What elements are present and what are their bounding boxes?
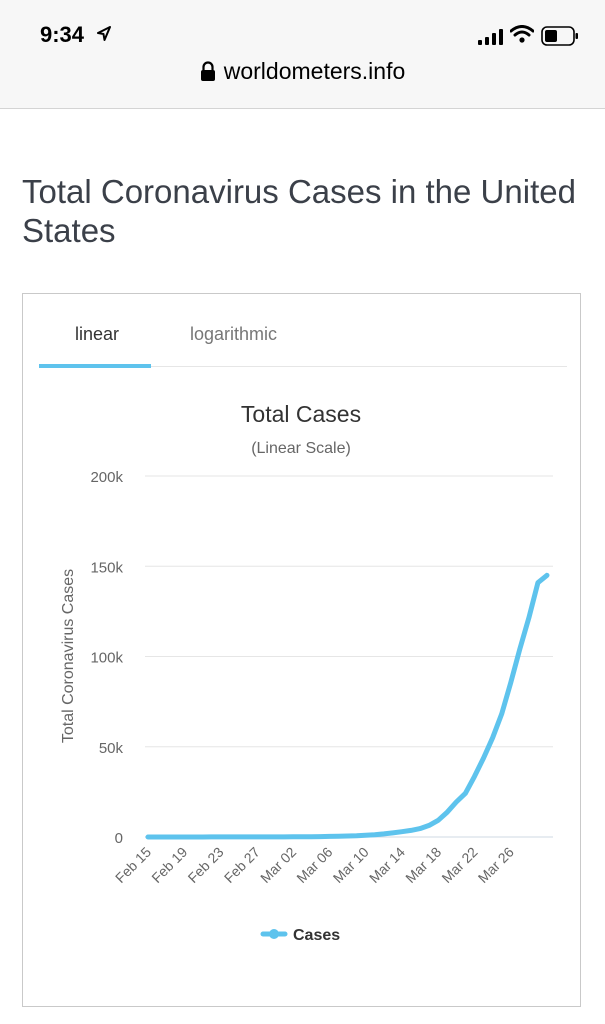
series-line-cases: [145, 572, 550, 840]
y-tick-label: 200k: [90, 469, 123, 486]
x-tick-label: Mar 02: [257, 844, 299, 886]
y-axis-ticks: 0 50k 100k 150k 200k: [90, 469, 123, 847]
chart-title: Total Cases: [241, 401, 361, 427]
y-axis-label: Total Coronavirus Cases: [60, 569, 77, 743]
y-tick-label: 50k: [99, 740, 124, 757]
x-tick-label: Mar 26: [475, 844, 517, 886]
legend-marker: [269, 929, 279, 939]
x-tick-label: Mar 06: [293, 844, 335, 886]
x-tick-label: Feb 19: [148, 844, 190, 886]
x-tick-label: Feb 15: [112, 844, 154, 886]
battery-icon: [541, 26, 578, 46]
status-time: 9:34: [40, 22, 85, 47]
legend-label: Cases: [293, 927, 340, 944]
x-tick-label: Mar 18: [402, 844, 444, 886]
wifi-icon: [510, 25, 534, 43]
grid-lines: [145, 475, 553, 838]
tab-logarithmic[interactable]: logarithmic: [190, 324, 278, 344]
chart-card: linear logarithmic Total Cases (Linear S…: [22, 293, 581, 1007]
y-tick-label: 100k: [90, 650, 123, 667]
tab-linear[interactable]: linear: [75, 324, 120, 344]
location-arrow-icon: [97, 26, 111, 41]
signal-icon: [478, 29, 503, 45]
y-tick-label: 0: [115, 830, 123, 847]
x-tick-label: Mar 14: [366, 844, 408, 886]
x-tick-label: Mar 22: [438, 844, 480, 886]
active-tab-indicator: [39, 364, 151, 368]
cases-chart: Total Cases (Linear Scale) 0 50k 100k 150k 2…: [60, 401, 553, 944]
series-cases: [145, 572, 550, 840]
address-bar[interactable]: worldometers.info: [0, 58, 605, 85]
page-title: Total Coronavirus Cases in the United St…: [22, 173, 576, 249]
lock-icon: [200, 61, 215, 81]
legend[interactable]: Cases: [260, 927, 340, 944]
address-text: worldometers.info: [223, 58, 406, 84]
x-tick-label: Feb 23: [185, 844, 227, 886]
scale-tabs: linear logarithmic: [39, 294, 567, 368]
y-tick-label: 150k: [90, 559, 123, 576]
browser-chrome: 9:34 worldometers.info: [0, 0, 605, 109]
x-tick-label: Mar 10: [330, 844, 372, 886]
x-tick-label: Feb 27: [221, 844, 263, 886]
chart-subtitle: (Linear Scale): [251, 440, 351, 457]
